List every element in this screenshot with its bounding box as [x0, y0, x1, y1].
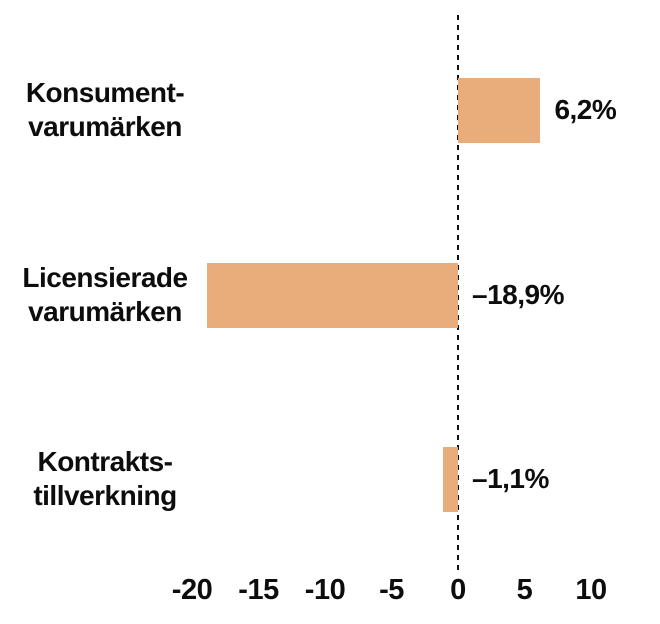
category-label: Kontrakts-tillverkning: [5, 445, 205, 513]
category-label-line: Kontrakts-: [37, 446, 173, 477]
x-axis: -20 -15 -10 -5 0 5 10: [0, 574, 660, 608]
x-tick-label: -10: [304, 574, 346, 606]
bar: [206, 262, 458, 328]
category-label-line: tillverkning: [33, 480, 177, 511]
value-label: –18,9%: [472, 279, 564, 310]
x-tick-label: -15: [238, 574, 279, 606]
category-label: Konsument-varumärken: [5, 76, 205, 144]
category-label-line: Konsument-: [25, 77, 185, 108]
x-tick-label: 0: [450, 574, 466, 606]
category-label: Licensierade varumärken: [5, 261, 205, 329]
category-label-line: varumärken: [28, 296, 182, 327]
bar: [458, 77, 541, 143]
x-tick-label: -20: [171, 574, 213, 606]
x-tick-label: 10: [575, 574, 607, 606]
category-label-line: Licensierade: [22, 262, 188, 293]
category-label-line: varumärken: [28, 111, 182, 142]
bar: [443, 446, 458, 512]
value-label: 6,2%: [554, 94, 617, 125]
zero-axis-dashed-line: [457, 15, 459, 572]
value-label: –1,1%: [472, 463, 549, 494]
x-tick-label: -5: [379, 574, 404, 606]
x-tick-label: 5: [516, 574, 533, 606]
